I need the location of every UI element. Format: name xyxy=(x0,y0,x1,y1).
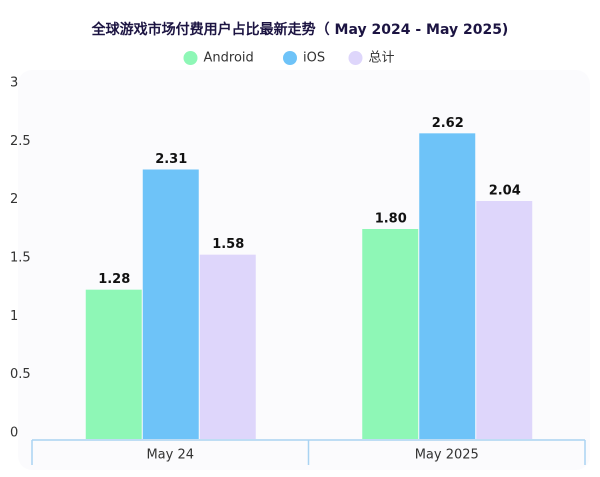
value-label: 1.58 xyxy=(212,237,244,252)
legend-swatch xyxy=(348,51,363,65)
bar xyxy=(476,201,533,439)
bar xyxy=(419,133,476,440)
chart-title: 全球游戏市场付费用户占比最新走势（ May 2024 - May 2025) xyxy=(91,21,509,38)
value-label: 2.31 xyxy=(155,152,187,167)
value-label: 1.28 xyxy=(98,272,130,287)
bar xyxy=(199,254,256,439)
y-tick-label: 0.5 xyxy=(10,367,31,382)
value-label: 2.04 xyxy=(489,184,521,199)
bar xyxy=(142,169,199,439)
legend-text: iOS xyxy=(303,51,325,66)
legend-swatch xyxy=(283,51,297,65)
x-tick-label: May 2025 xyxy=(415,448,479,463)
legend: Android iOS 总计 xyxy=(183,51,395,66)
value-label: 2.62 xyxy=(432,116,464,131)
y-tick-label: 2.5 xyxy=(10,134,31,149)
y-tick-label: 1.5 xyxy=(10,251,31,266)
y-tick-label: 2 xyxy=(10,192,18,207)
legend-swatch xyxy=(183,51,198,65)
bar xyxy=(85,289,142,439)
bar xyxy=(362,229,419,439)
y-tick-label: 0 xyxy=(10,426,18,441)
legend-text: Android xyxy=(204,51,254,66)
y-tick-label: 3 xyxy=(10,76,18,91)
y-tick-label: 1 xyxy=(10,309,18,324)
value-label: 1.80 xyxy=(375,212,407,227)
legend-text: 总计 xyxy=(369,51,395,66)
x-tick-label: May 24 xyxy=(146,448,194,463)
